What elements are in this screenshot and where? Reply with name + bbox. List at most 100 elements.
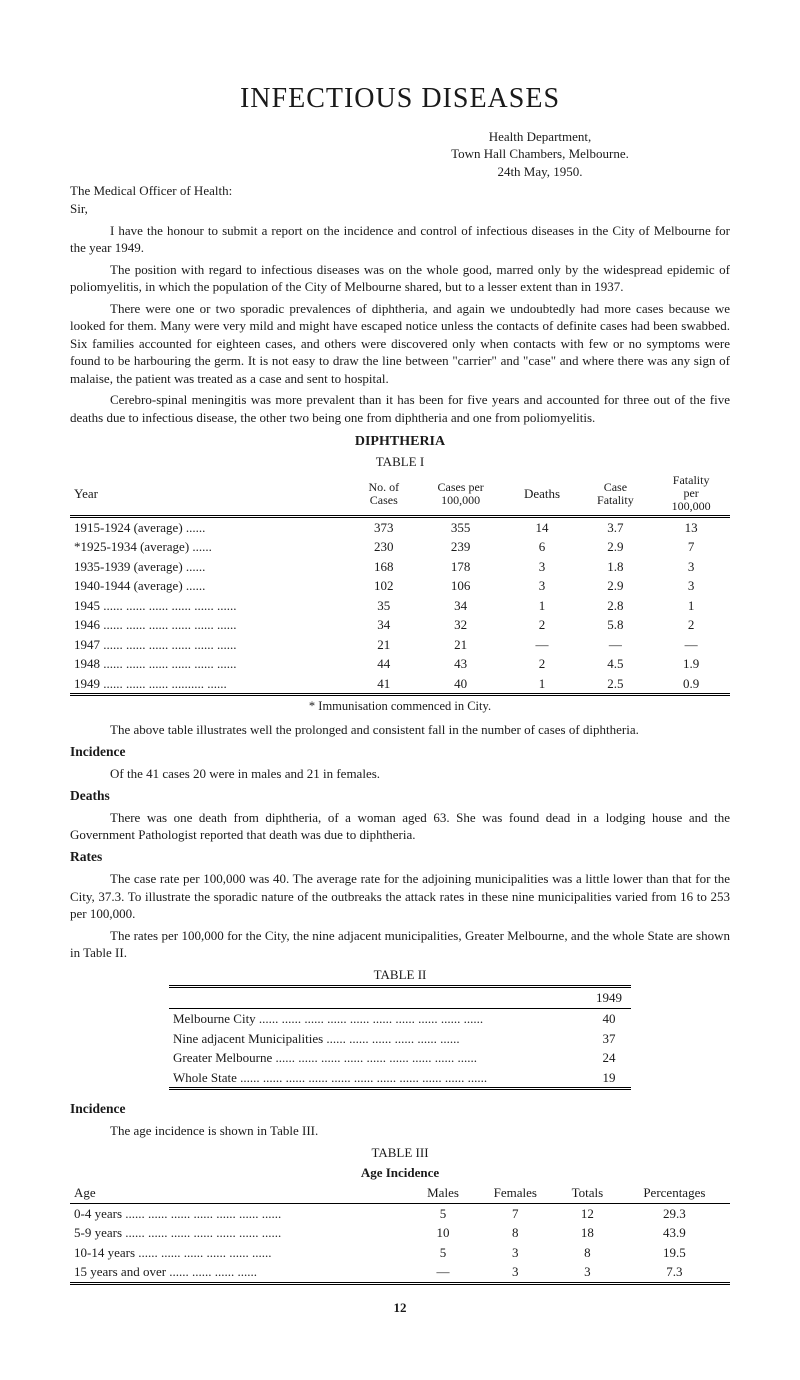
table-cell: 29.3: [619, 1203, 730, 1223]
table3-label: TABLE III: [70, 1144, 730, 1162]
table-cell: 1946 ...... ...... ...... ...... ...... …: [70, 615, 352, 635]
incidence2-head: Incidence: [70, 1100, 730, 1118]
table-cell: 5.8: [578, 615, 652, 635]
table-row: *1925-1934 (average) ......23023962.97: [70, 537, 730, 557]
table-row: 1946 ...... ...... ...... ...... ...... …: [70, 615, 730, 635]
table-cell: 1940-1944 (average) ......: [70, 576, 352, 596]
table-1: Year No. ofCases Cases per100,000 Deaths…: [70, 473, 730, 696]
table-row: Melbourne City ...... ...... ...... ....…: [169, 1009, 631, 1029]
table-cell: 1935-1939 (average) ......: [70, 557, 352, 577]
table-cell: 106: [416, 576, 506, 596]
table-cell: 37: [587, 1029, 631, 1049]
table-cell: 4.5: [578, 654, 652, 674]
table-cell: 32: [416, 615, 506, 635]
table-2: 1949 Melbourne City ...... ...... ......…: [169, 985, 631, 1090]
table-cell: 44: [352, 654, 416, 674]
rates-text-2: The rates per 100,000 for the City, the …: [70, 927, 730, 962]
salutation: Sir,: [70, 200, 730, 218]
table-row: 1948 ...... ...... ...... ...... ...... …: [70, 654, 730, 674]
table-cell: 7: [475, 1203, 556, 1223]
table3-sub: Age Incidence: [70, 1164, 730, 1182]
t1-col-cases: No. ofCases: [352, 473, 416, 516]
table-cell: 2: [506, 615, 579, 635]
t1-col-fat: Fatalityper100,000: [652, 473, 730, 516]
incidence-head: Incidence: [70, 743, 730, 761]
table-cell: 178: [416, 557, 506, 577]
table-row: 1945 ...... ...... ...... ...... ...... …: [70, 596, 730, 616]
table-cell: 1: [652, 596, 730, 616]
table-cell: 7: [652, 537, 730, 557]
page-title: INFECTIOUS DISEASES: [70, 80, 730, 118]
table-cell: 230: [352, 537, 416, 557]
t1-col-cf: CaseFatality: [578, 473, 652, 516]
table-cell: 10-14 years ...... ...... ...... ...... …: [70, 1243, 411, 1263]
table-cell: 7.3: [619, 1262, 730, 1283]
table-cell: 3: [506, 576, 579, 596]
table-cell: 3: [652, 576, 730, 596]
table-row: Whole State ...... ...... ...... ...... …: [169, 1068, 631, 1089]
para-intro-2: The position with regard to infectious d…: [70, 261, 730, 296]
t1-col-rate: Cases per100,000: [416, 473, 506, 516]
table-cell: Greater Melbourne ...... ...... ...... .…: [169, 1048, 587, 1068]
table-cell: 5: [411, 1243, 474, 1263]
recipient: The Medical Officer of Health:: [70, 182, 730, 200]
diphtheria-heading: DIPHTHERIA: [70, 433, 730, 452]
table-cell: *1925-1934 (average) ......: [70, 537, 352, 557]
t1-col-deaths: Deaths: [506, 473, 579, 516]
deaths-head: Deaths: [70, 787, 730, 805]
t1-col-year: Year: [70, 473, 352, 516]
table-cell: 168: [352, 557, 416, 577]
table-cell: 8: [475, 1223, 556, 1243]
table-cell: 1915-1924 (average) ......: [70, 516, 352, 537]
table-cell: 1.8: [578, 557, 652, 577]
table-row: 10-14 years ...... ...... ...... ...... …: [70, 1243, 730, 1263]
table-cell: 35: [352, 596, 416, 616]
table-cell: 34: [352, 615, 416, 635]
table-cell: 3: [475, 1243, 556, 1263]
table-cell: —: [411, 1262, 474, 1283]
table-cell: 0.9: [652, 674, 730, 695]
page-number: 12: [70, 1299, 730, 1317]
para-intro-1: I have the honour to submit a report on …: [70, 222, 730, 257]
rates-text-1: The case rate per 100,000 was 40. The av…: [70, 870, 730, 923]
table-cell: 2: [652, 615, 730, 635]
table-cell: 2.9: [578, 576, 652, 596]
table-row: Greater Melbourne ...... ...... ...... .…: [169, 1048, 631, 1068]
t3-col-p: Percentages: [619, 1183, 730, 1203]
incidence-text: Of the 41 cases 20 were in males and 21 …: [70, 765, 730, 783]
table-3: Age Males Females Totals Percentages 0-4…: [70, 1183, 730, 1285]
table-cell: 10: [411, 1223, 474, 1243]
table-cell: 355: [416, 516, 506, 537]
table-cell: 1: [506, 596, 579, 616]
table-row: Nine adjacent Municipalities ...... ....…: [169, 1029, 631, 1049]
table-row: 1915-1924 (average) ......373355143.713: [70, 516, 730, 537]
table-cell: —: [652, 635, 730, 655]
t3-col-age: Age: [70, 1183, 411, 1203]
table-cell: 3: [652, 557, 730, 577]
table-cell: 3.7: [578, 516, 652, 537]
t3-col-f: Females: [475, 1183, 556, 1203]
table-cell: 239: [416, 537, 506, 557]
table-cell: 5: [411, 1203, 474, 1223]
table-cell: 1945 ...... ...... ...... ...... ...... …: [70, 596, 352, 616]
table-cell: 102: [352, 576, 416, 596]
deaths-text: There was one death from diphtheria, of …: [70, 809, 730, 844]
table-cell: 2: [506, 654, 579, 674]
addr-date: 24th May, 1950.: [350, 163, 730, 181]
table-row: 1949 ...... ...... ...... .......... ...…: [70, 674, 730, 695]
para-intro-4: Cerebro-spinal meningitis was more preva…: [70, 391, 730, 426]
table-cell: 14: [506, 516, 579, 537]
table-cell: 5-9 years ...... ...... ...... ...... ..…: [70, 1223, 411, 1243]
table-cell: 21: [416, 635, 506, 655]
table-row: 0-4 years ...... ...... ...... ...... ..…: [70, 1203, 730, 1223]
table-row: 15 years and over ...... ...... ...... .…: [70, 1262, 730, 1283]
table-cell: 0-4 years ...... ...... ...... ...... ..…: [70, 1203, 411, 1223]
table-cell: 18: [556, 1223, 619, 1243]
t1-footnote: * Immunisation commenced in City.: [70, 698, 730, 715]
table-cell: 2.9: [578, 537, 652, 557]
table2-label: TABLE II: [70, 966, 730, 984]
t3-col-m: Males: [411, 1183, 474, 1203]
table-cell: 1948 ...... ...... ...... ...... ...... …: [70, 654, 352, 674]
table-cell: 373: [352, 516, 416, 537]
table-cell: 43: [416, 654, 506, 674]
